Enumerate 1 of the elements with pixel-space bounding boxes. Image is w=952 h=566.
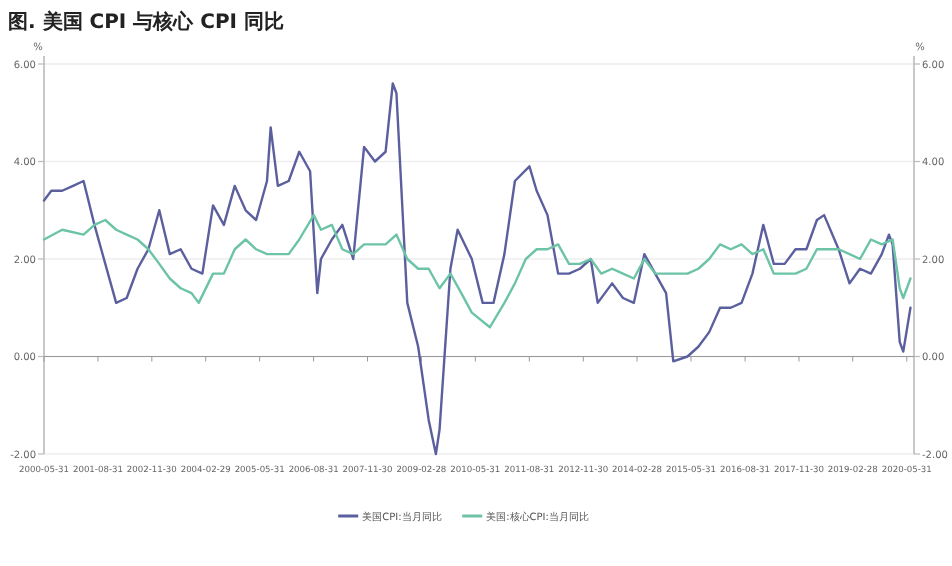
chart-title: 图. 美国 CPI 与核心 CPI 同比 [8, 10, 284, 34]
